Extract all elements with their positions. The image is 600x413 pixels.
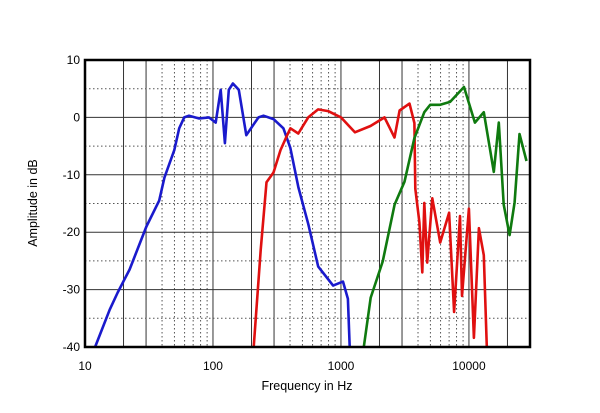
grid xyxy=(85,60,530,347)
x-tick-label: 10000 xyxy=(452,359,486,373)
plot-frame xyxy=(83,58,532,349)
series-line-tweeter xyxy=(362,85,528,348)
y-tick-label: -20 xyxy=(63,225,81,239)
y-tick-label: -10 xyxy=(63,168,81,182)
y-tick-label: -30 xyxy=(63,283,81,297)
y-axis-title: Amplitude in dB xyxy=(26,159,40,247)
series-lines xyxy=(93,82,528,348)
x-tick-label: 10 xyxy=(78,359,92,373)
y-tick-label: 10 xyxy=(67,53,81,67)
x-axis-title: Frequency in Hz xyxy=(261,379,352,393)
x-tick-label: 1000 xyxy=(328,359,355,373)
y-tick-label: 0 xyxy=(73,110,80,124)
series-line-midrange xyxy=(252,102,489,348)
x-tick-label: 100 xyxy=(203,359,223,373)
y-tick-label: -40 xyxy=(63,340,81,354)
series-line-woofer xyxy=(93,82,351,348)
